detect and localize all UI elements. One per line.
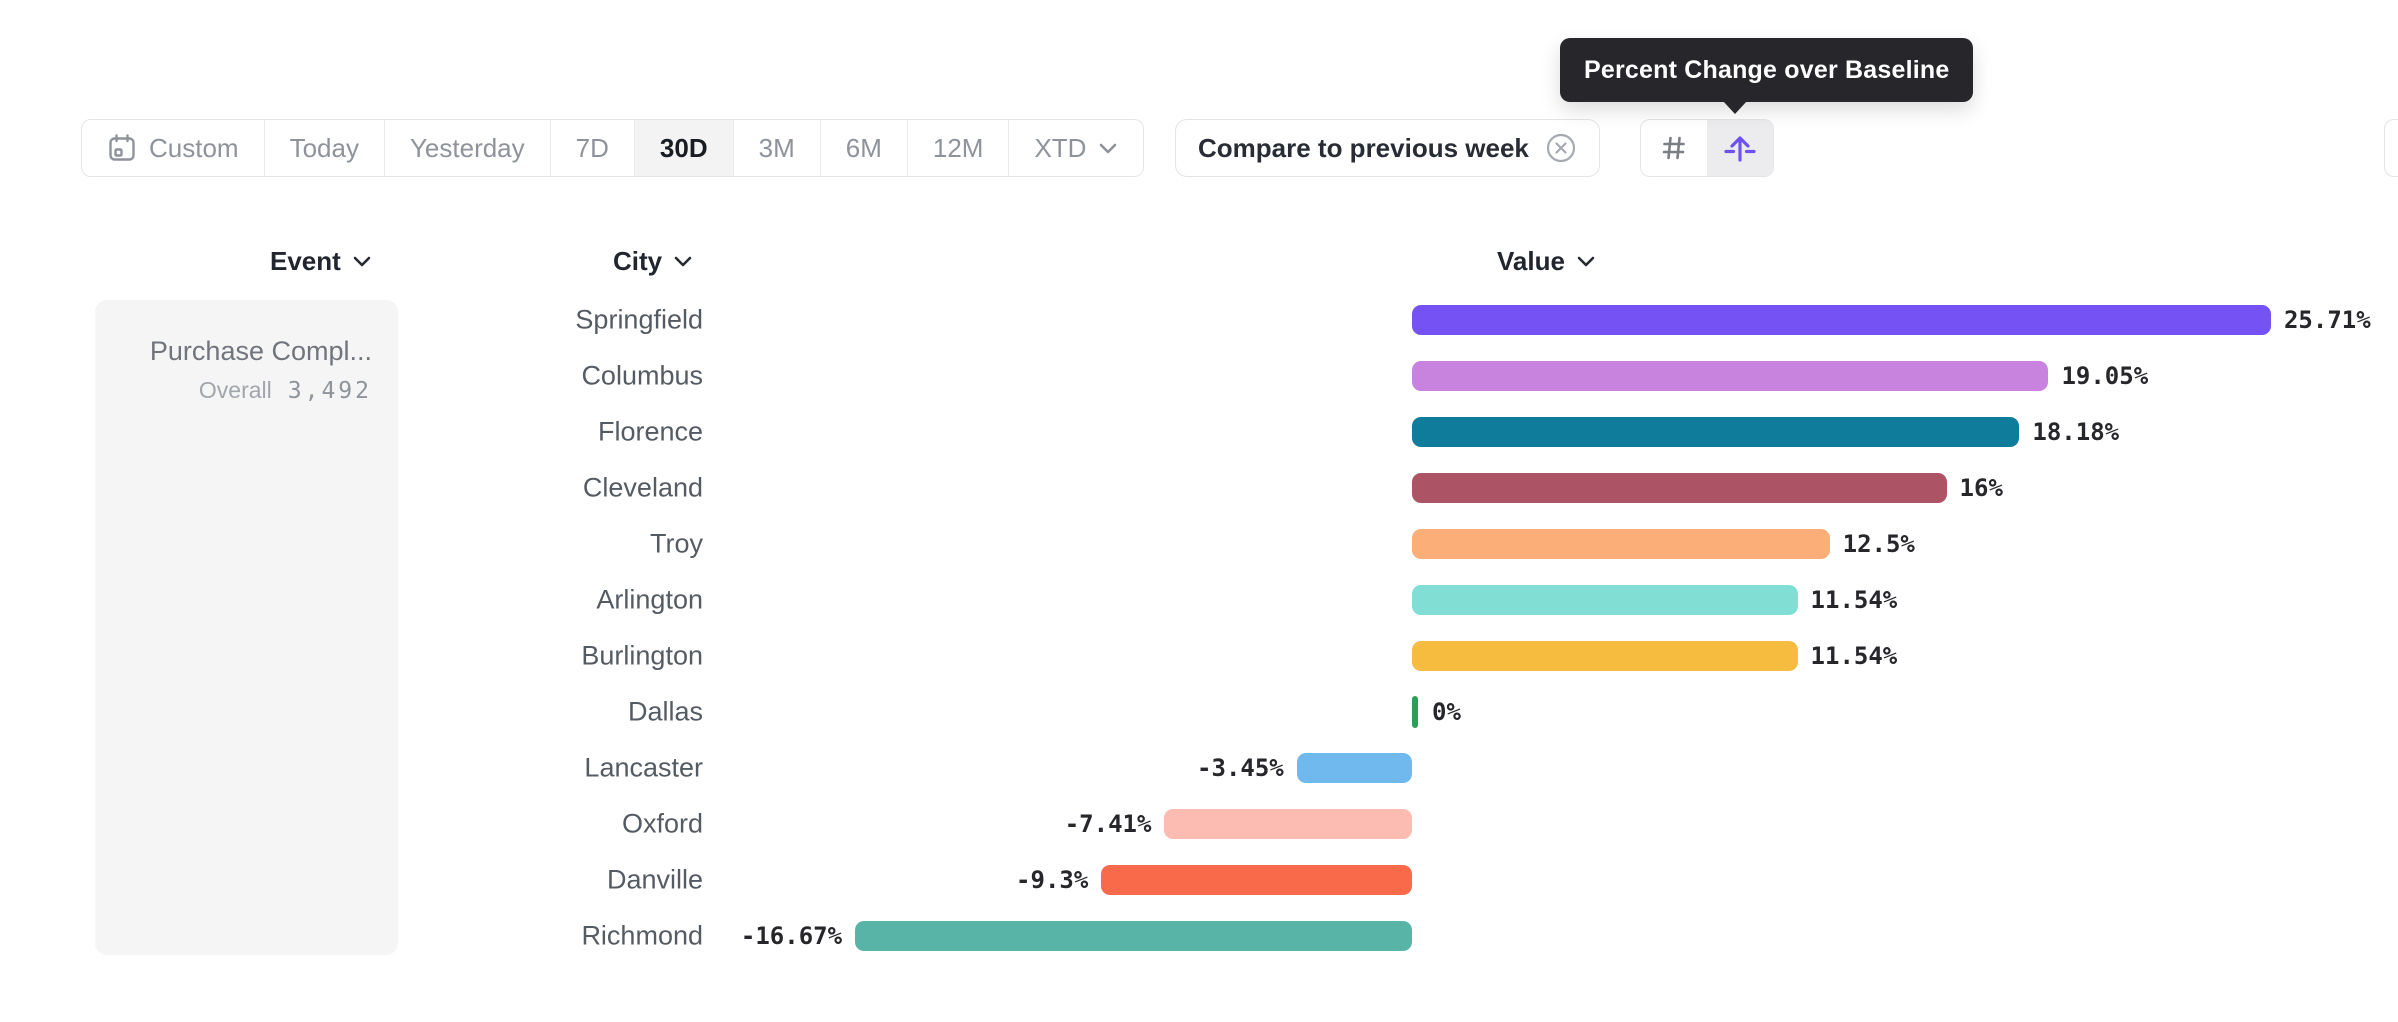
chart-row: Arlington 11.54% xyxy=(0,572,2398,628)
city-label: Richmond xyxy=(581,920,703,951)
chart-row: Springfield 25.71% xyxy=(0,292,2398,348)
column-header-label: City xyxy=(613,246,663,276)
value-label: -3.45% xyxy=(1197,754,1284,782)
edge-cutoff-control[interactable] xyxy=(2384,119,2398,177)
event-panel: Purchase Compl... Overall 3,492 xyxy=(95,300,398,955)
calendar-icon xyxy=(107,133,137,163)
value-label: -9.3% xyxy=(1016,866,1089,894)
chart-row: Richmond -16.67% xyxy=(0,908,2398,964)
value-label: 25.71% xyxy=(2283,306,2371,334)
date-range-control: Custom Today Yesterday 7D 30D 3M 6M 12M … xyxy=(81,119,1145,177)
tooltip-caret xyxy=(1723,101,1747,114)
value-bar[interactable] xyxy=(1101,865,1412,895)
date-range-xtd-button[interactable]: XTD xyxy=(1009,120,1144,176)
value-label: 19.05% xyxy=(2061,362,2149,390)
city-label: Arlington xyxy=(596,584,703,615)
date-range-label: XTD xyxy=(1034,132,1087,163)
date-range-label: Custom xyxy=(149,132,239,163)
chevron-down-icon xyxy=(673,255,693,268)
city-column-header[interactable]: City xyxy=(613,246,693,277)
date-range-3m-button[interactable]: 3M xyxy=(733,120,821,176)
value-label: 16% xyxy=(1959,474,2003,502)
value-bar[interactable] xyxy=(855,921,1412,951)
date-range-label: 12M xyxy=(932,132,984,163)
value-label: -16.67% xyxy=(740,922,843,950)
city-label: Troy xyxy=(650,528,703,559)
chart-row: Columbus 19.05% xyxy=(0,348,2398,404)
value-label: 18.18% xyxy=(2032,418,2120,446)
value-display-toggle xyxy=(1640,119,1774,177)
value-bar[interactable] xyxy=(1412,641,1798,671)
value-bar[interactable] xyxy=(1412,473,1947,503)
date-range-label: Yesterday xyxy=(409,132,525,163)
city-label: Oxford xyxy=(621,808,703,839)
city-label: Florence xyxy=(597,416,703,447)
baseline-arrow-icon xyxy=(1722,130,1758,166)
chart-row: Troy 12.5% xyxy=(0,516,2398,572)
city-label: Dallas xyxy=(627,696,703,727)
chart-row: Burlington 11.54% xyxy=(0,628,2398,684)
numbers-view-button[interactable] xyxy=(1641,120,1707,176)
date-range-7d-button[interactable]: 7D xyxy=(550,120,635,176)
date-range-12m-button[interactable]: 12M xyxy=(907,120,1010,176)
city-label: Columbus xyxy=(581,360,703,391)
city-label: Cleveland xyxy=(582,472,703,503)
date-range-6m-button[interactable]: 6M xyxy=(820,120,908,176)
chart-row: Cleveland 16% xyxy=(0,460,2398,516)
chevron-down-icon xyxy=(1576,255,1596,268)
event-overall-row: Overall 3,492 xyxy=(95,377,372,404)
overall-value: 3,492 xyxy=(287,378,372,404)
value-bar[interactable] xyxy=(1412,305,2271,335)
chart-row: Dallas 0% xyxy=(0,684,2398,740)
value-label: 0% xyxy=(1432,698,1461,726)
chart-row: Florence 18.18% xyxy=(0,404,2398,460)
chart-row: Danville -9.3% xyxy=(0,852,2398,908)
date-range-label: 3M xyxy=(758,132,795,163)
percent-change-view-button[interactable] xyxy=(1707,120,1773,176)
value-bar[interactable] xyxy=(1412,529,1830,559)
date-range-label: 6M xyxy=(845,132,882,163)
value-bar[interactable] xyxy=(1412,417,2020,447)
compare-chip[interactable]: Compare to previous week xyxy=(1175,119,1600,177)
overall-label: Overall xyxy=(198,377,272,403)
number-sign-icon xyxy=(1658,132,1690,164)
column-header-label: Event xyxy=(270,246,341,276)
date-range-30d-button[interactable]: 30D xyxy=(634,120,734,176)
value-bar[interactable] xyxy=(1412,361,2049,391)
tooltip-text: Percent Change over Baseline xyxy=(1584,55,1950,84)
date-range-custom-button[interactable]: Custom xyxy=(82,120,265,176)
chart-row: Oxford -7.41% xyxy=(0,796,2398,852)
remove-comparison-icon[interactable] xyxy=(1545,132,1577,164)
value-bar[interactable] xyxy=(1412,585,1798,615)
value-label: -7.41% xyxy=(1064,810,1152,838)
date-range-today-button[interactable]: Today xyxy=(264,120,385,176)
event-column-header[interactable]: Event xyxy=(270,246,372,277)
chart-row: Lancaster -3.45% xyxy=(0,740,2398,796)
date-range-yesterday-button[interactable]: Yesterday xyxy=(384,120,551,176)
chevron-down-icon xyxy=(1098,142,1118,155)
event-title[interactable]: Purchase Compl... xyxy=(149,336,372,366)
date-range-label: Today xyxy=(289,132,359,163)
value-bar[interactable] xyxy=(1412,696,1418,728)
value-label: 12.5% xyxy=(1842,530,1915,558)
city-label: Burlington xyxy=(581,640,703,671)
value-label: 11.54% xyxy=(1810,642,1898,670)
value-bar[interactable] xyxy=(1296,753,1412,783)
date-range-label: 30D xyxy=(659,132,708,163)
chevron-down-icon xyxy=(352,255,372,268)
compare-chip-label: Compare to previous week xyxy=(1198,132,1529,163)
city-label: Springfield xyxy=(575,304,703,335)
value-column-header[interactable]: Value xyxy=(1497,246,1596,277)
value-label: 11.54% xyxy=(1810,586,1898,614)
date-range-label: 7D xyxy=(575,132,609,163)
city-label: Danville xyxy=(606,864,703,895)
value-bar[interactable] xyxy=(1164,809,1412,839)
tooltip-percent-change: Percent Change over Baseline xyxy=(1560,38,1974,114)
city-label: Lancaster xyxy=(584,752,703,783)
column-header-label: Value xyxy=(1497,246,1565,276)
